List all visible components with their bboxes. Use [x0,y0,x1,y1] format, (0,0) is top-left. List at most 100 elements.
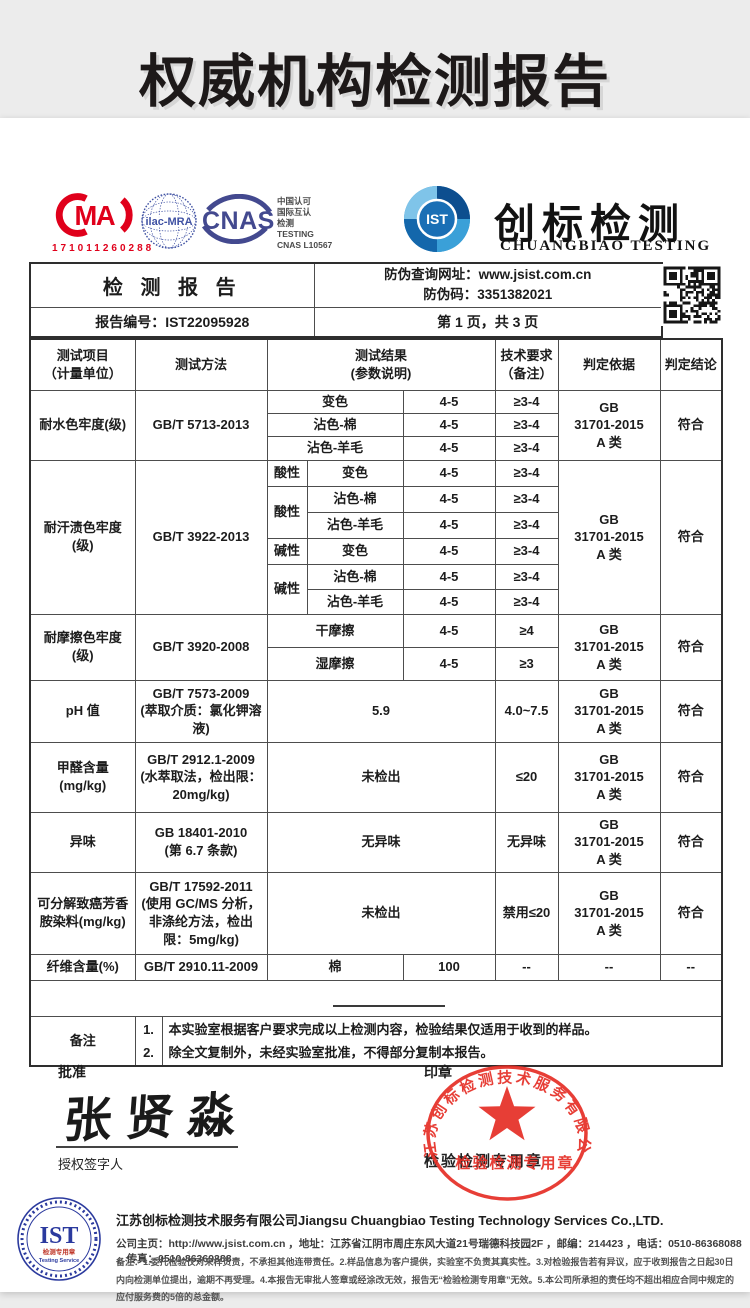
cell-condition: 碱性 [266,563,308,615]
cell-result: 4-5 [402,459,496,487]
footer-seal-icon: IST 检测专用章 Testing Service [17,1197,101,1281]
cell-result: 4-5 [402,646,496,681]
footer-seal-line2: Testing Service [39,1258,79,1264]
cell-basis: GB 31701-2015 A 类 [557,459,661,615]
table-header-row: 测试项目 （计量单位） 测试方法 测试结果 (参数说明) 技术要求 （备注） 判… [29,338,723,391]
cma-label: MA [75,200,116,231]
remarks-label: 备注 [29,1015,136,1067]
cell-param: 沾色-棉 [266,412,404,437]
star-icon [478,1086,536,1141]
accreditation-line: TESTING [277,229,314,240]
table-row: 酸性 沾色-棉 4-5 ≥3-4 [30,485,722,539]
cell-param: 沾色-棉 [306,563,404,590]
col-header-conclusion: 判定结论 [659,338,723,391]
cell-conclusion: 符合 [659,459,723,615]
cell-result: 4-5 [402,537,496,565]
report-number: 报告编号：IST22095928 [29,306,315,338]
company-stamp-icon: 江苏创标检测技术服务有限公司 检验检测专用章 [412,1056,590,1201]
remark-number: 1. [143,1021,154,1037]
cell-req: ≥4 [494,613,559,648]
ilac-mra-logo-icon: ilac-MRA [141,193,197,249]
footer-seal-text: IST [40,1223,79,1249]
cell-req: ≥3 [494,646,559,681]
accreditation-line: 中国认可 [277,196,312,206]
cell-method: GB/T 3922-2013 [134,459,268,615]
table-row-empty [29,979,723,1017]
table-row: 异味 GB 18401-2010 (第 6.7 条款) 无异味 无异味 GB 3… [29,811,723,873]
anti-fake-url: 防伪查询网址：www.jsist.com.cn [384,267,592,282]
separator-dash [333,1005,445,1007]
remark-item: 1. 本实验室根据客户要求完成以上检测内容，检验结果仅适用于收到的样品。 [136,1018,722,1041]
cell-conclusion: -- [659,953,723,981]
footer-seal-line1: 检测专用章 [43,1247,76,1256]
brand-name-cn: 创标检测 [494,201,686,247]
cell-item: 耐汗渍色牢度 (级) [29,459,136,615]
table-row: pH 值 GB/T 7573-2009 (萃取介质：氯化钾溶 液) 5.9 4.… [29,679,723,743]
table-row-remarks: 备注 1. 本实验室根据客户要求完成以上检测内容，检验结果仅适用于收到的样品。 … [29,1015,723,1067]
cell-item: 甲醛含量 (mg/kg) [29,741,136,813]
cell-param: 沾色-羊毛 [266,435,404,461]
footer-company-cn: 江苏创标检测技术服务有限公司 [116,1213,299,1228]
table-row: 沾色-羊毛 4-5 ≥3-4 [30,435,722,461]
cell-basis: GB 31701-2015 A 类 [557,871,661,955]
authorized-signer-label: 授权签字人 [58,1157,124,1172]
cell-result: 4-5 [402,435,496,461]
cell-basis: GB 31701-2015 A 类 [557,679,661,743]
footer-contact-info: 公司主页：http://www.jsist.com.cn ，地址：江苏省江阴市周… [116,1238,742,1265]
cell-item: 可分解致癌芳香 胺染料(mg/kg) [29,871,136,955]
cell-param: 棉 [266,953,404,981]
cell-req: ≥3-4 [494,485,559,513]
results-table: 测试项目 （计量单位） 测试方法 测试结果 (参数说明) 技术要求 （备注） 判… [29,338,723,1067]
handwritten-signature: 张贤淼 [61,1088,252,1149]
cell-result: 未检出 [266,871,496,955]
cell-req: ≥3-4 [494,588,559,615]
cell-condition: 酸性 [266,459,308,487]
cnas-label: CNAS [202,207,274,235]
cma-logo-icon: MA [55,193,133,237]
cell-item: 纤维含量(%) [29,953,136,981]
cell-req: ≥3-4 [494,511,559,539]
cell-param: 变色 [266,389,404,414]
cell-result: 未检出 [266,741,496,813]
accreditation-line: 国际互认 [277,207,312,218]
cell-item: 耐水色牢度(级) [29,389,136,461]
cell-basis: GB 31701-2015 A 类 [557,613,661,681]
ist-logo-icon: IST [404,186,470,252]
cell-req: ≥3-4 [494,537,559,565]
remark-text: 本实验室根据客户要求完成以上检测内容，检验结果仅适用于收到的样品。 [168,1021,598,1037]
cell-conclusion: 符合 [659,613,723,681]
cell-method: GB/T 17592-2011 (使用 GC/MS 分析， 非涤纶方法，检出 限… [134,871,268,955]
report-title: 检 测 报 告 [29,262,315,308]
table-row: 沾色-棉 4-5 ≥3-4 [30,412,722,437]
ist-label: IST [426,211,448,227]
page-title: 权威机构检测报告 [139,50,611,114]
empty-cell [29,979,723,1017]
approval-label: 批准 [58,1064,86,1080]
col-header-requirement: 技术要求 （备注） [494,338,559,391]
table-row: 可分解致癌芳香 胺染料(mg/kg) GB/T 17592-2011 (使用 G… [29,871,723,955]
cell-req: ≤20 [494,741,559,813]
cell-param: 变色 [306,537,404,565]
cell-result: 无异味 [266,811,496,873]
cell-req: 4.0~7.5 [494,679,559,743]
cell-result: 4-5 [402,485,496,513]
qr-code [661,264,723,326]
cell-param: 沾色-羊毛 [306,588,404,615]
anti-fake-cell: 防伪查询网址：www.jsist.com.cn 防伪码：3351382021 [313,262,663,308]
table-row: 沾色-羊毛 4-5 ≥3-4 [30,511,722,539]
cell-req: ≥3-4 [494,412,559,437]
cell-method: GB/T 2912.1-2009 (水萃取法，检出限： 20mg/kg) [134,741,268,813]
cell-result: 4-5 [402,588,496,615]
cell-result: 100 [402,953,496,981]
col-header-item: 测试项目 （计量单位） [29,338,136,391]
anti-fake-code: 防伪码：3351382021 [423,287,553,303]
cell-condition: 碱性 [266,537,308,565]
cell-result: 4-5 [402,563,496,590]
accreditation-line: CNAS L10567 [277,240,333,251]
cell-basis: -- [557,953,661,981]
cell-req: ≥3-4 [494,389,559,414]
cell-result: 4-5 [402,389,496,414]
cell-result: 4-5 [402,412,496,437]
cell-method: GB/T 7573-2009 (萃取介质：氯化钾溶 液) [134,679,268,743]
table-row: 耐水色牢度(级) GB/T 5713-2013 变色 4-5 ≥3-4 GB 3… [29,389,723,461]
